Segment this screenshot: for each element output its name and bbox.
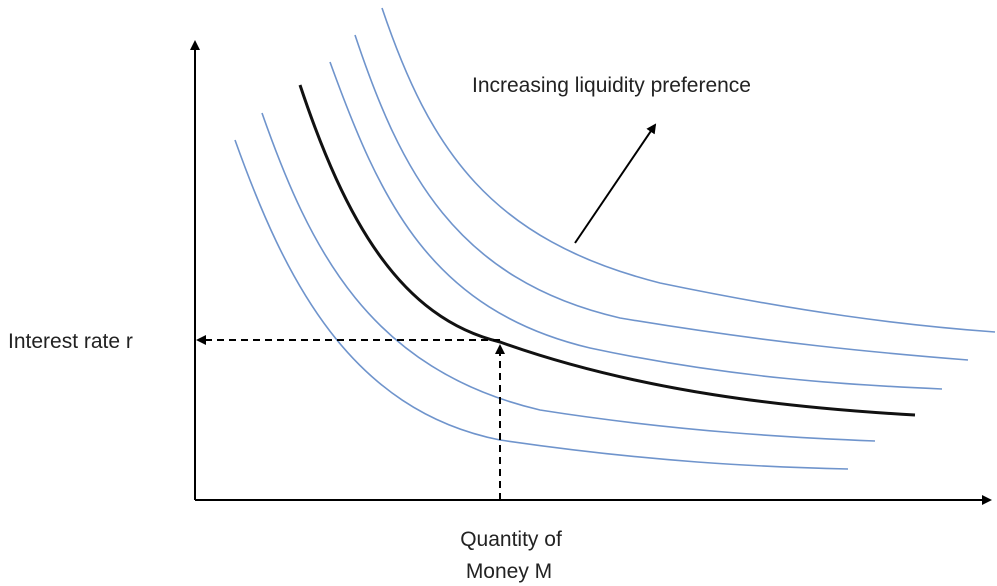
liquidity-curve-1: [234, 139, 849, 470]
liquidity-curve-2: [261, 112, 876, 442]
liquidity-curve-4: [329, 61, 943, 390]
increase-arrow: [574, 123, 657, 244]
highlighted-liquidity-curve: [298, 84, 916, 417]
annotation-label: Increasing liquidity preference: [472, 74, 751, 97]
x-axis-label-line1: Quantity of: [460, 528, 562, 551]
liquidity-curve-6: [381, 7, 996, 333]
y-axis-label: Interest rate r: [8, 330, 133, 353]
x-axis-label-line2: Money M: [466, 560, 552, 583]
liquidity-curve-5: [354, 34, 969, 361]
